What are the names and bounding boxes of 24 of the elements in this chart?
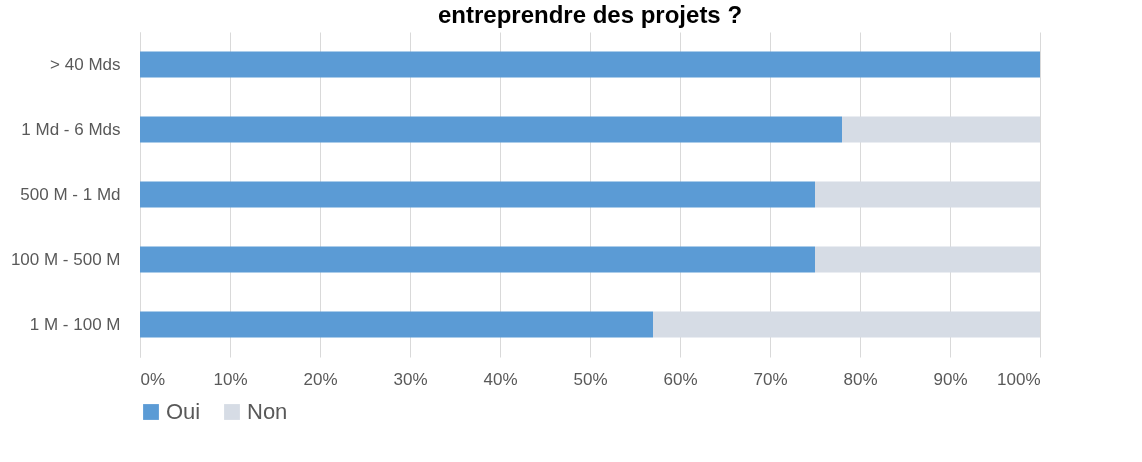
x-tick-label: 30%	[393, 369, 428, 389]
bar	[140, 311, 653, 338]
bar	[140, 246, 815, 273]
legend-label: Oui	[166, 399, 201, 424]
bar	[140, 116, 842, 143]
legend-label: Non	[247, 399, 288, 424]
y-tick-label: 100 M - 500 M	[10, 249, 121, 269]
x-tick-label: 50%	[573, 369, 608, 389]
x-tick-label: 90%	[933, 369, 968, 389]
y-tick-label: 500 M - 1 Md	[20, 184, 121, 204]
x-tick-label: 80%	[843, 369, 878, 389]
x-tick-label: 0%	[140, 369, 166, 389]
bar	[140, 51, 1040, 78]
y-tick-label: > 40 Mds	[50, 54, 121, 74]
y-tick-label: 1 M - 100 M	[29, 314, 121, 334]
x-tick-label: 40%	[483, 369, 518, 389]
bar	[140, 181, 815, 208]
x-tick-label: 60%	[663, 369, 698, 389]
chart-title: entreprendre des projets ?	[437, 1, 743, 28]
x-tick-label: 10%	[213, 369, 248, 389]
x-tick-label: 20%	[303, 369, 338, 389]
x-tick-label: 70%	[753, 369, 788, 389]
x-tick-label: 100%	[997, 369, 1041, 389]
y-tick-label: 1 Md - 6 Mds	[21, 119, 121, 139]
